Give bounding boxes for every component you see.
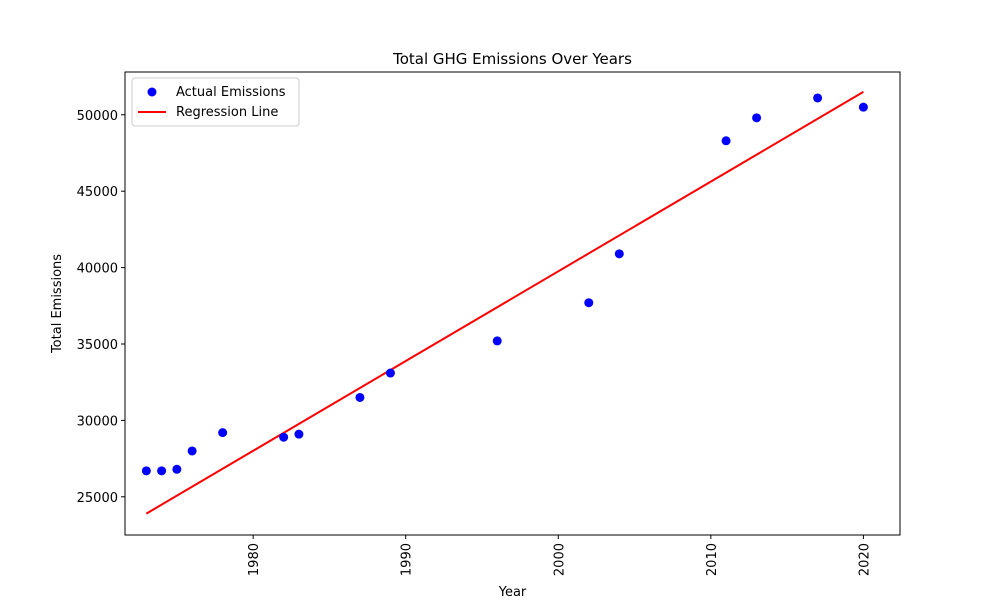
y-tick-label: 40000 [77,262,118,277]
legend-label-actual-emissions: Actual Emissions [176,85,286,100]
y-tick-label: 25000 [77,491,118,506]
data-point [721,136,731,146]
x-tick-label: 2010 [705,543,720,576]
legend-label-regression-line: Regression Line [176,105,278,120]
data-point [492,336,502,346]
x-tick-label: 1980 [247,543,262,576]
data-point [141,466,151,476]
data-point [294,429,304,439]
data-point [157,466,167,476]
y-tick-label: 35000 [77,338,118,353]
x-axis-label: Year [498,585,527,600]
data-point [858,102,868,112]
x-tick-label: 2020 [857,543,872,576]
y-axis-label: Total Emissions [50,254,65,354]
y-tick-label: 50000 [77,109,118,124]
legend: Actual Emissions Regression Line [131,77,300,127]
legend-marker-actual-emissions [147,87,157,97]
data-point [385,368,395,378]
regression-line [145,91,864,515]
data-point [813,93,823,103]
axes-frame [124,71,901,536]
chart-title: Total GHG Emissions Over Years [392,50,632,68]
data-point [279,432,289,442]
x-tick-label: 1990 [400,543,415,576]
plot-area: 25000 30000 35000 40000 45000 50000 1980 1990 20… [77,71,901,576]
data-point [584,298,594,308]
data-point [187,446,197,456]
data-point [752,113,762,123]
data-point [172,464,182,474]
legend-box [131,77,300,127]
data-point [218,428,228,438]
y-tick-label: 45000 [77,185,118,200]
data-point [614,249,624,259]
x-tick-label: 2000 [552,543,567,576]
y-tick-label: 30000 [77,414,118,429]
data-point [355,392,365,402]
